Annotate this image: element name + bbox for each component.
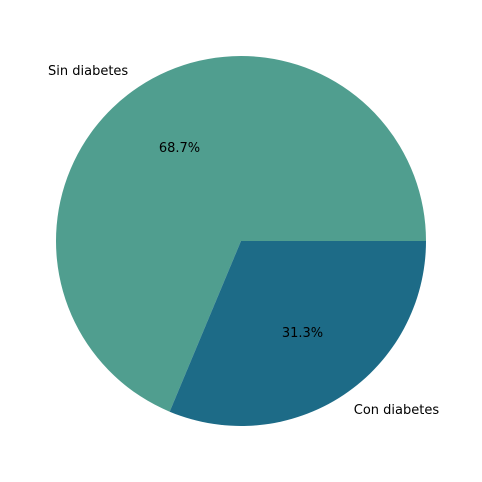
pie-labels: Sin diabetes 68.7% Con diabetes 31.3% xyxy=(48,64,439,418)
pie-slices xyxy=(55,55,426,426)
pie-slice-con-diabetes xyxy=(169,241,426,426)
slice-percent-con-diabetes: 31.3% xyxy=(282,326,323,341)
slice-label-con-diabetes: Con diabetes xyxy=(354,403,440,418)
slice-percent-sin-diabetes: 68.7% xyxy=(159,141,200,156)
slice-label-sin-diabetes: Sin diabetes xyxy=(48,64,128,79)
pie-slice-sin-diabetes xyxy=(55,55,426,412)
